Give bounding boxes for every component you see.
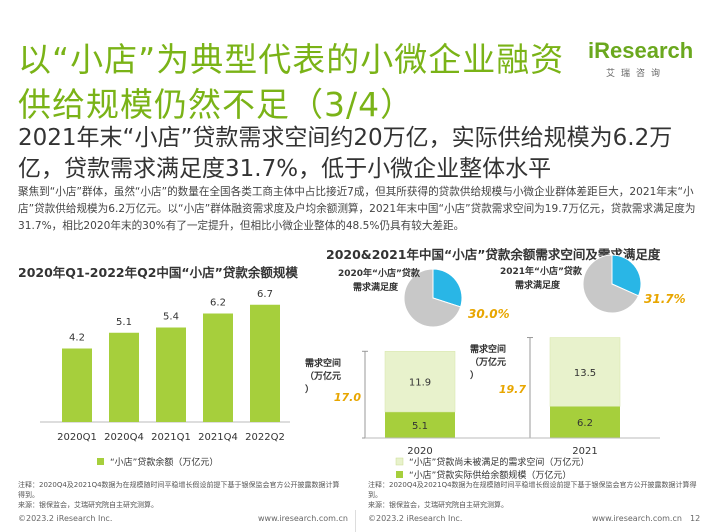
bar-2021Q1 xyxy=(156,327,186,422)
page-title-line1: 以“小店”为典型代表的小微企业融资 xyxy=(18,40,565,79)
demand-axis-label: ） xyxy=(470,370,479,381)
description-paragraph: 聚焦到“小店”群体，虽然“小店”的数量在全国各类工商主体中占比接近7成，但其所获… xyxy=(18,186,696,232)
demand-axis-label: （万亿元 xyxy=(305,370,341,382)
bar-2022Q2 xyxy=(250,304,280,422)
iresearch-logo: iResearch xyxy=(588,38,694,63)
footer-copyright-right: ©2023.2 iResearch Inc. xyxy=(368,514,463,523)
x-tick-label: 2020Q1 xyxy=(57,432,97,443)
supply-bar-2020 xyxy=(385,411,455,438)
x-tick-label: 2020 xyxy=(407,446,432,457)
demand-axis-label: ） xyxy=(305,384,314,395)
x-tick-label: 2021 xyxy=(572,446,597,457)
right-chart-note: 注释：2020Q4及2021Q4数据为在规模随时间平稳增长假设前提下基于银保监会… xyxy=(368,481,697,509)
bar-2020Q1 xyxy=(62,348,92,422)
pie-percent-label: 30.0% xyxy=(468,307,510,321)
x-tick-label: 2020Q4 xyxy=(104,432,144,443)
x-tick-label: 2021Q4 xyxy=(198,432,238,443)
legend-swatch-unmet xyxy=(395,457,404,466)
supply-value-label: 5.1 xyxy=(412,421,428,432)
unmet-value-label: 13.5 xyxy=(574,368,596,379)
footer-url-left[interactable]: www.iresearch.com.cn xyxy=(258,514,348,523)
demand-total-label: 17.0 xyxy=(334,391,361,404)
bar-value-label: 6.2 xyxy=(210,298,226,309)
footer-divider xyxy=(355,510,356,532)
pie-title: 需求满足度 xyxy=(515,279,561,291)
headline: 2021年末“小店”贷款需求空间约20万亿，实际供给规模为6.2万亿，贷款需求满… xyxy=(18,125,673,182)
left-bar-chart: 4.2 2020Q1 5.1 2020Q4 5.4 2021Q1 6.2 2021Q4 6.7 2… xyxy=(40,289,290,468)
bar-2021Q4 xyxy=(203,313,233,422)
unmet-value-label: 11.9 xyxy=(409,378,431,389)
legend-swatch-supply xyxy=(396,471,403,478)
pie-slice-满足度 xyxy=(432,268,463,308)
unmet-bar-2021 xyxy=(549,337,621,407)
pie-slice-满足度 xyxy=(611,254,642,297)
demand-axis-label: 需求空间 xyxy=(470,343,506,355)
demand-total-label: 19.7 xyxy=(499,383,526,396)
pie-title: 2021年“小店”贷款 xyxy=(500,265,583,277)
legend-swatch xyxy=(97,458,104,465)
pie-title: 需求满足度 xyxy=(353,281,399,293)
bar-value-label: 6.7 xyxy=(257,289,273,300)
bar-value-label: 4.2 xyxy=(69,333,85,344)
left-chart-note: 注释：2020Q4及2021Q4数据为在规模随时间平稳增长假设前提下基于银保监会… xyxy=(18,481,340,509)
pie-slice-未满足 xyxy=(582,254,640,314)
left-chart-title: 2020年Q1-2022年Q2中国“小店”贷款余额规模 xyxy=(18,265,298,280)
legend-label: “小店”贷款余额（万亿元） xyxy=(110,456,218,468)
pie-percent-label: 31.7% xyxy=(644,292,686,306)
bar-value-label: 5.1 xyxy=(116,317,132,328)
page-title-line2: 供给规模仍然不足（3/4） xyxy=(18,85,415,124)
demand-axis-label: 需求空间 xyxy=(305,357,341,369)
bar-value-label: 5.4 xyxy=(163,312,179,323)
right-stacked-chart: 5.111.9202017.06.213.5202119.7需求空间（万亿元）需… xyxy=(305,337,660,481)
pie-title: 2020年“小店”贷款 xyxy=(338,267,421,279)
footer-copyright-left: ©2023.2 iResearch Inc. xyxy=(18,514,113,523)
unmet-bar-2020 xyxy=(384,351,456,413)
legend-label-supply: “小店”贷款实际供给余额规模（万亿元） xyxy=(409,469,571,481)
x-tick-label: 2022Q2 xyxy=(245,432,285,443)
supply-value-label: 6.2 xyxy=(577,418,593,429)
pie-slice-未满足 xyxy=(403,268,462,328)
right-chart-title: 2020&2021年中国“小店”贷款余额需求空间及需求满足度 xyxy=(326,247,661,262)
supply-bar-2021 xyxy=(550,406,620,438)
bar-2020Q4 xyxy=(109,332,139,422)
pie-charts: 2020年“小店”贷款需求满足度 30.0% 2021年“小店”贷款需求满足度 31.… xyxy=(338,254,686,328)
demand-axis-label: （万亿元 xyxy=(470,356,506,368)
page-number: 12 xyxy=(690,514,701,523)
x-tick-label: 2021Q1 xyxy=(151,432,191,443)
iresearch-logo-sub: 艾瑞咨询 xyxy=(606,69,667,79)
footer-url-right[interactable]: www.iresearch.com.cn xyxy=(592,514,682,523)
legend-label-unmet: “小店”贷款尚未被满足的需求空间（万亿元） xyxy=(409,456,589,468)
